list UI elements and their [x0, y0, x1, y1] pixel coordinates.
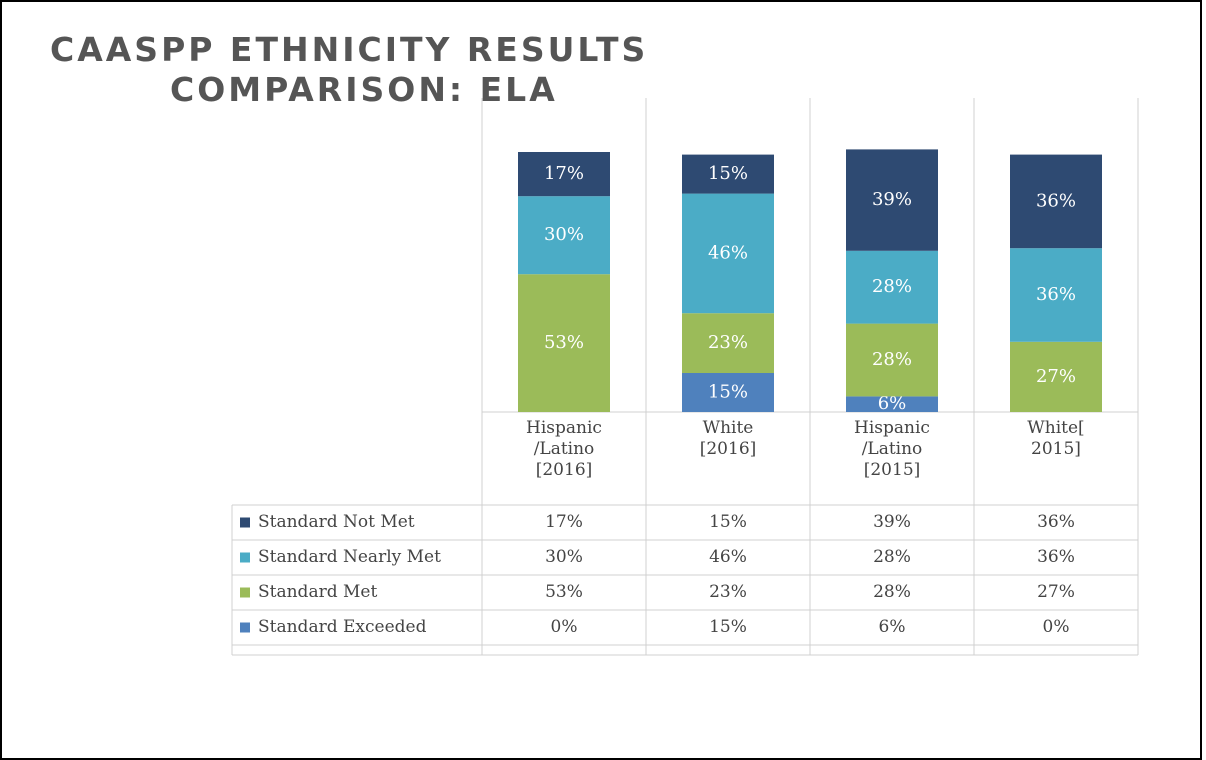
table-cell: 46% — [709, 547, 747, 567]
bar-segment — [682, 313, 774, 373]
chart: 0% 53% 30% 17% Hispanic /Latino [2016] 15% 23%… — [231, 98, 1139, 656]
data-label: 6% — [878, 393, 907, 414]
bar-segment — [1010, 248, 1102, 342]
table-cell: 53% — [545, 582, 583, 602]
x-tick-label: Hispanic /Latino [2015] — [854, 418, 930, 480]
legend-swatch — [240, 552, 250, 563]
legend-label: Standard Met — [258, 582, 377, 602]
bar-segment — [518, 152, 610, 197]
data-label: 53% — [544, 332, 584, 353]
data-label: 17% — [544, 163, 584, 184]
table-cell: 23% — [709, 582, 747, 602]
data-label: 27% — [1036, 366, 1076, 387]
x-tick-label: White [2016] — [699, 418, 757, 459]
x-tick-label-box: Hispanic /Latino [2016] — [526, 418, 602, 480]
x-tick-label-box: White[2015] — [1027, 418, 1085, 459]
legend-swatch — [240, 622, 250, 633]
table-cell: 15% — [709, 617, 747, 637]
data-label: 46% — [708, 242, 748, 263]
data-label: 30% — [544, 224, 584, 245]
bar-segment — [1010, 154, 1102, 249]
data-label: 15% — [708, 382, 748, 403]
data-label: 39% — [872, 189, 912, 210]
table-cell: 28% — [873, 582, 911, 602]
x-tick-label: White[2015] — [1027, 418, 1085, 459]
bar-segment — [846, 250, 938, 324]
table-cell: 0% — [551, 617, 578, 637]
data-label: 15% — [708, 163, 748, 184]
x-tick-label-box: White [2016] — [699, 418, 757, 459]
data-label: 23% — [708, 332, 748, 353]
data-label: 36% — [1036, 190, 1076, 211]
data-label: 28% — [872, 349, 912, 370]
x-tick-label: Hispanic /Latino [2016] — [526, 418, 602, 480]
table-cell: 28% — [873, 547, 911, 567]
bar-segment — [682, 373, 774, 412]
bar-segment — [1010, 341, 1102, 412]
bar-segment — [682, 154, 774, 194]
legend-label: Standard Nearly Met — [258, 547, 441, 567]
table-cell: 17% — [545, 512, 583, 532]
table-cell: 36% — [1037, 512, 1075, 532]
data-label: 28% — [872, 276, 912, 297]
table-cell: 36% — [1037, 547, 1075, 567]
bar-segment — [846, 323, 938, 397]
bar-segment — [682, 193, 774, 314]
table-cell: 39% — [873, 512, 911, 532]
table-cell: 6% — [879, 617, 906, 637]
bar-segment — [518, 196, 610, 275]
legend-swatch — [240, 587, 250, 598]
legend-label: Standard Exceeded — [258, 617, 427, 637]
bar-segment — [518, 274, 610, 412]
legend-label: Standard Not Met — [258, 512, 415, 532]
table-cell: 30% — [545, 547, 583, 567]
table-cell: 15% — [709, 512, 747, 532]
bar-segment — [846, 396, 938, 412]
bar-segment — [846, 149, 938, 251]
x-tick-label-box: Hispanic /Latino [2015] — [854, 418, 930, 480]
legend-swatch — [240, 517, 250, 528]
table-cell: 0% — [1043, 617, 1070, 637]
chart-title: CAASPP ETHNICITY RESULTS COMPARISON: ELA — [50, 30, 649, 109]
table-cell: 27% — [1037, 582, 1075, 602]
data-label: 36% — [1036, 284, 1076, 305]
